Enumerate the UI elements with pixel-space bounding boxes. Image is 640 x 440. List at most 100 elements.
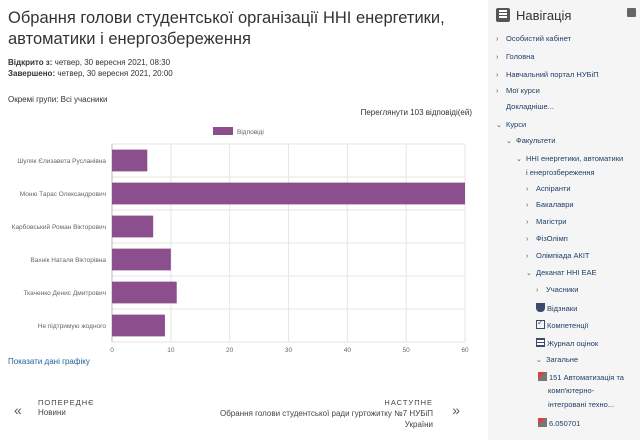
nav-item[interactable]: Журнал оцінок	[536, 338, 598, 349]
x-tick-label: 60	[461, 347, 469, 354]
navigation-header: Навігація	[496, 4, 571, 26]
nav-item-label: Докладніше...	[506, 102, 554, 111]
nav-item[interactable]: Компетенції	[536, 318, 589, 331]
nav-item-label: Відзнаки	[547, 304, 578, 313]
nav-item-label: 151 Автоматизація та	[549, 373, 624, 382]
prev-arrow-icon[interactable]: «	[14, 402, 22, 418]
table-icon	[536, 338, 545, 347]
nav-item-label: Учасники	[546, 285, 579, 294]
nav-item-label: Особистий кабінет	[506, 34, 572, 43]
nav-item[interactable]: › Олімпіада АКІТ	[526, 251, 590, 262]
chevron-down-icon[interactable]: ⌄	[536, 357, 542, 364]
nav-item[interactable]: › ФізОлімп	[526, 234, 568, 245]
nav-item-label: Деканат ННІ ЕАЕ	[536, 268, 597, 277]
nav-item-label: ФізОлімп	[536, 234, 568, 243]
nav-item[interactable]: › Навчальний портал НУБіП	[496, 70, 599, 81]
nav-item[interactable]: › Аспіранти	[526, 184, 571, 195]
nav-item[interactable]: Відзнаки	[536, 303, 577, 314]
results-chart: Відповіді 0 10 20 30 40 50 60 Шуляк Єлизавета Ру…	[0, 122, 480, 354]
prev-activity-link[interactable]: Новини	[38, 408, 66, 417]
nav-item-label: Аспіранти	[536, 184, 571, 193]
nav-item-label: Мої курси	[506, 86, 540, 95]
x-tick-label: 20	[226, 347, 234, 354]
page-title: Обрання голови студентської організації …	[8, 9, 445, 48]
nav-item[interactable]: 6.050701	[538, 418, 580, 429]
chevron-down-icon[interactable]: ⌄	[496, 122, 502, 129]
y-category-label: Шуляк Єлизавета Русланівна	[17, 157, 106, 165]
legend-label: Відповіді	[237, 128, 264, 136]
y-category-label: Карбовський Роман Вікторович	[12, 223, 106, 231]
nav-item-label: і енергозбереження	[526, 168, 595, 177]
chevron-down-icon[interactable]: ⌄	[506, 138, 512, 145]
opened-row: Відкрито з: четвер, 30 вересня 2021, 08:…	[8, 57, 173, 68]
nav-item[interactable]: інтегровані техно...	[548, 400, 614, 410]
nav-item-label: Бакалаври	[536, 200, 574, 209]
nav-item[interactable]: › Учасники	[536, 285, 578, 296]
shield-icon	[536, 303, 545, 312]
chevron-right-icon[interactable]: ›	[536, 287, 539, 294]
chevron-right-icon[interactable]: ›	[526, 253, 529, 260]
nav-item[interactable]: Докладніше...	[506, 102, 554, 112]
chart-bar	[112, 149, 148, 172]
nav-item[interactable]: › Магістри	[526, 217, 566, 228]
prev-label[interactable]: ПОПЕРЕДНЄ	[38, 398, 95, 407]
nav-item-label: ННІ енергетики, автоматики	[526, 154, 624, 163]
opened-label: Відкрито з:	[8, 58, 53, 67]
x-tick-label: 30	[285, 347, 293, 354]
chevron-right-icon[interactable]: ›	[496, 54, 499, 61]
nav-item[interactable]: ⌄ Деканат ННІ ЕАЕ	[526, 268, 597, 279]
nav-item[interactable]: › Бакалаври	[526, 200, 574, 211]
chevron-down-icon[interactable]: ⌄	[516, 156, 522, 163]
nav-item-label: Навчальний портал НУБіП	[506, 70, 599, 79]
closed-row: Завершено: четвер, 30 вересня 2021, 20:0…	[8, 68, 173, 79]
nav-item[interactable]: ⌄ ННІ енергетики, автоматики	[516, 154, 623, 165]
next-activity-link[interactable]: Обрання голови студентської ради гуртожи…	[220, 409, 433, 429]
chevron-right-icon[interactable]: ›	[526, 202, 529, 209]
x-tick-label: 50	[403, 347, 411, 354]
nav-item[interactable]: комп'ютерно-	[548, 386, 594, 396]
y-category-label: Ткаченко Денис Дмитрович	[23, 290, 106, 297]
nav-item[interactable]: і енергозбереження	[526, 168, 595, 178]
x-tick-label: 10	[167, 347, 175, 354]
opened-value: четвер, 30 вересня 2021, 08:30	[52, 58, 171, 67]
view-responses-link[interactable]: Переглянути 103 відповіді(ей)	[360, 108, 472, 117]
collapse-block-icon[interactable]	[627, 8, 636, 17]
nav-item-label: Журнал оцінок	[547, 339, 599, 348]
chevron-right-icon[interactable]: ›	[526, 186, 529, 193]
nav-item[interactable]: › Особистий кабінет	[496, 34, 571, 45]
pen-icon	[538, 372, 547, 381]
next-arrow-icon[interactable]: »	[452, 402, 460, 418]
nav-item-label: Компетенції	[547, 321, 589, 330]
navigation-block: Навігація › Особистий кабінет › Головна › Нав…	[488, 0, 640, 440]
nav-item-label: інтегровані техно...	[548, 400, 615, 409]
chevron-right-icon[interactable]: ›	[496, 88, 499, 95]
nav-item[interactable]: › Мої курси	[496, 86, 540, 97]
nav-item[interactable]: 151 Автоматизація та	[538, 372, 624, 383]
chevron-right-icon[interactable]: ›	[526, 219, 529, 226]
nav-item-label: 6.050701	[549, 419, 581, 428]
closed-value: четвер, 30 вересня 2021, 20:00	[55, 69, 173, 78]
y-category-label: Не підтримую жодного	[38, 322, 107, 330]
chevron-right-icon[interactable]: ›	[496, 36, 499, 43]
chevron-right-icon[interactable]: ›	[526, 236, 529, 243]
chart-bar	[112, 215, 154, 238]
navigation-icon	[496, 8, 510, 22]
chart-bar	[112, 248, 171, 271]
show-chart-data-link[interactable]: Показати дані графіку	[8, 357, 90, 366]
legend-swatch	[213, 127, 233, 135]
pen-icon	[538, 418, 547, 427]
nav-item[interactable]: ⌄ Загальне	[536, 355, 578, 366]
results-chart-svg: Відповіді 0 10 20 30 40 50 60 Шуляк Єлизавета Ру…	[12, 127, 469, 354]
next-label[interactable]: НАСТУПНЕ	[384, 398, 433, 407]
chevron-right-icon[interactable]: ›	[496, 72, 499, 79]
nav-item-label: Загальне	[546, 355, 579, 364]
navigation-title: Навігація	[516, 7, 572, 23]
chevron-down-icon[interactable]: ⌄	[526, 270, 532, 277]
activity-pager: « ПОПЕРЕДНЄ Новини НАСТУПНЕ Обрання голо…	[8, 392, 478, 434]
main-content: Обрання голови студентської організації …	[0, 9, 480, 434]
nav-item[interactable]: ⌄ Факультети	[506, 136, 555, 147]
y-category-label: Моню Тарас Олександрович	[20, 191, 106, 198]
nav-item[interactable]: › Головна	[496, 52, 535, 63]
nav-item[interactable]: ⌄ Курси	[496, 120, 526, 131]
groups-selector[interactable]: Окремі групи: Всі учасники	[8, 95, 108, 104]
